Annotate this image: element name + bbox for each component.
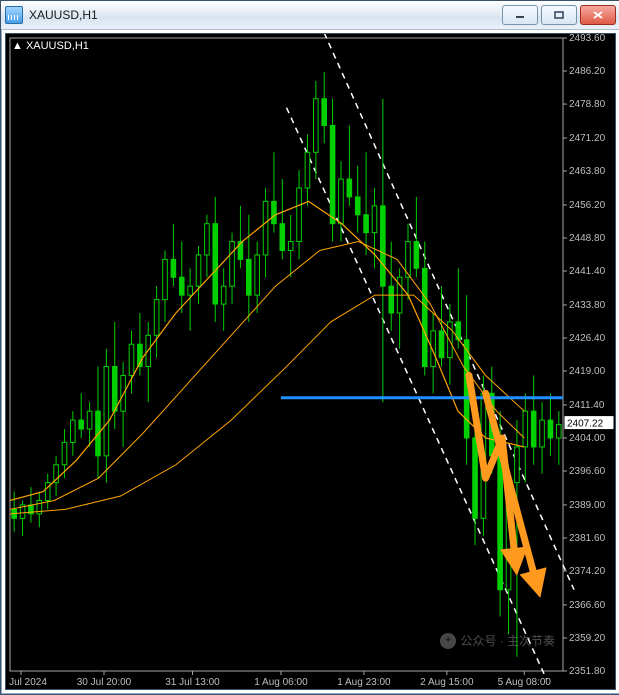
- window-buttons: [502, 5, 616, 25]
- watermark-text: 公众号 · 主次节奏: [460, 632, 555, 649]
- app-window: XAUUSD,H1 ▲ XAUUSD,H1 2493.60 2486.20 2478…: [0, 0, 619, 695]
- svg-text:2359.20: 2359.20: [569, 633, 606, 644]
- svg-text:2426.40: 2426.40: [569, 333, 606, 344]
- minimize-button[interactable]: [502, 5, 538, 25]
- svg-text:2351.80: 2351.80: [569, 666, 606, 677]
- svg-text:2448.80: 2448.80: [569, 233, 606, 244]
- close-button[interactable]: [580, 5, 616, 25]
- svg-text:2463.80: 2463.80: [569, 166, 606, 177]
- svg-text:2389.00: 2389.00: [569, 500, 606, 511]
- svg-text:1 Aug 06:00: 1 Aug 06:00: [254, 677, 308, 688]
- titlebar[interactable]: XAUUSD,H1: [1, 1, 619, 30]
- svg-text:2404.00: 2404.00: [569, 433, 606, 444]
- svg-text:2456.20: 2456.20: [569, 200, 606, 211]
- minimize-icon: [515, 11, 525, 19]
- maximize-button[interactable]: [541, 5, 577, 25]
- svg-text:30 Jul 20:00: 30 Jul 20:00: [77, 677, 132, 688]
- svg-text:2486.20: 2486.20: [569, 66, 606, 77]
- svg-text:30 Jul 2024: 30 Jul 2024: [6, 677, 47, 688]
- svg-text:2407.22: 2407.22: [567, 419, 604, 430]
- svg-text:2471.20: 2471.20: [569, 133, 606, 144]
- svg-text:2374.20: 2374.20: [569, 566, 606, 577]
- svg-text:2 Aug 15:00: 2 Aug 15:00: [420, 677, 474, 688]
- window-title: XAUUSD,H1: [29, 8, 98, 22]
- svg-text:1 Aug 23:00: 1 Aug 23:00: [337, 677, 391, 688]
- svg-text:2478.80: 2478.80: [569, 99, 606, 110]
- app-icon: [5, 6, 23, 24]
- svg-text:2441.40: 2441.40: [569, 266, 606, 277]
- svg-text:2366.60: 2366.60: [569, 600, 606, 611]
- svg-text:2493.60: 2493.60: [569, 34, 606, 44]
- watermark: ✦ 公众号 · 主次节奏: [440, 632, 555, 649]
- symbol-label: ▲ XAUUSD,H1: [12, 40, 89, 52]
- watermark-icon: ✦: [440, 633, 456, 649]
- chart-area[interactable]: ▲ XAUUSD,H1 2493.60 2486.20 2478.80 2471.20…: [5, 33, 616, 690]
- svg-text:2419.00: 2419.00: [569, 366, 606, 377]
- svg-text:5 Aug 08:00: 5 Aug 08:00: [498, 677, 552, 688]
- svg-text:2411.40: 2411.40: [569, 400, 605, 411]
- maximize-icon: [554, 11, 564, 19]
- price-chart: 2493.60 2486.20 2478.80 2471.20 2463.80 2456.…: [6, 34, 615, 689]
- svg-text:2381.60: 2381.60: [569, 533, 606, 544]
- svg-text:2433.80: 2433.80: [569, 300, 606, 311]
- close-icon: [593, 11, 603, 19]
- svg-text:2396.60: 2396.60: [569, 466, 606, 477]
- svg-text:31 Jul 13:00: 31 Jul 13:00: [165, 677, 220, 688]
